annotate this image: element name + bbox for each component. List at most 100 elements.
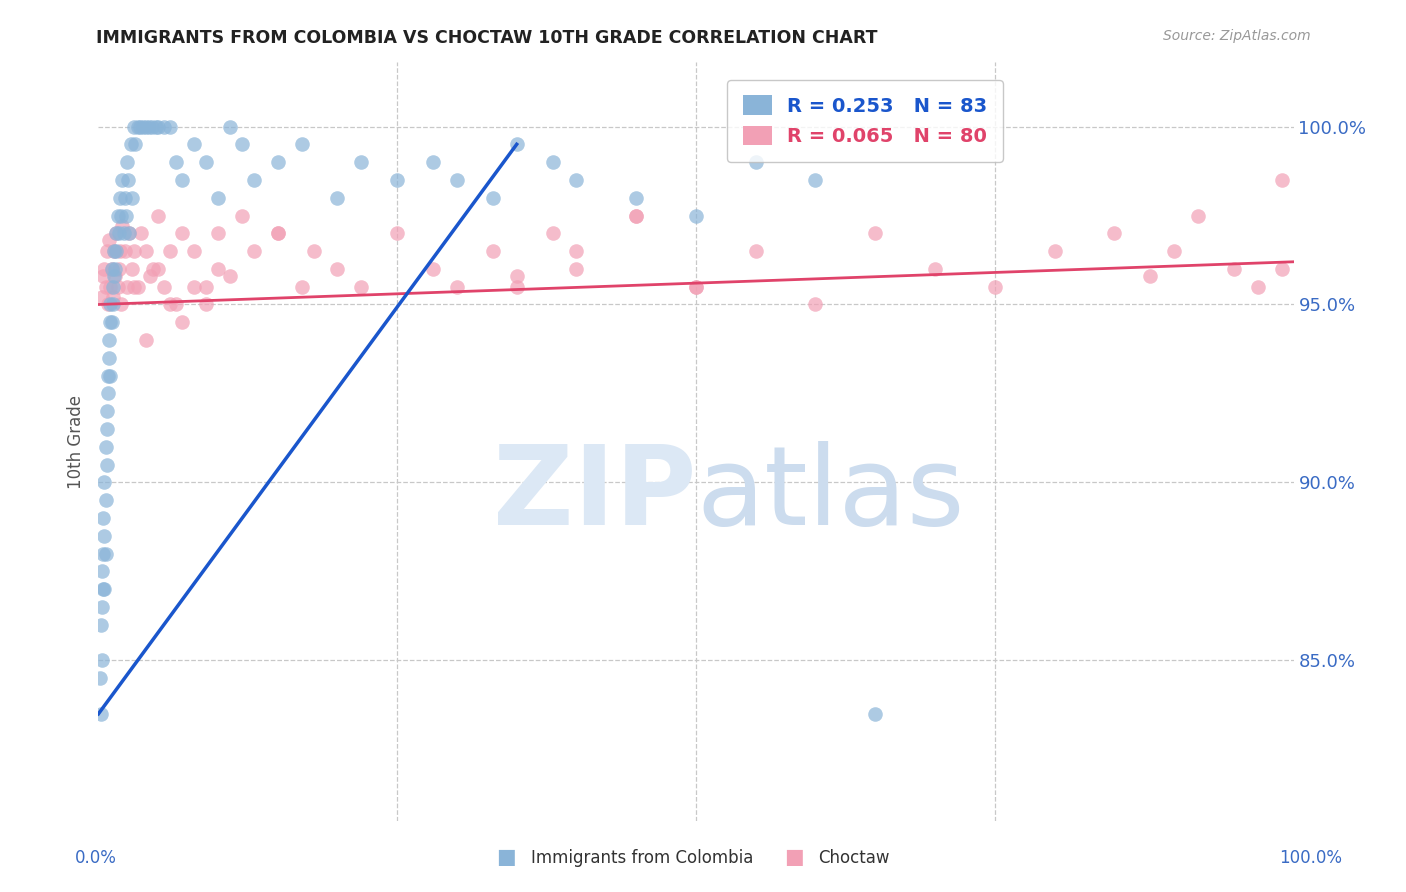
Point xyxy=(481,191,505,205)
Point xyxy=(481,244,505,259)
Point xyxy=(165,155,187,169)
Point xyxy=(159,120,181,134)
Point xyxy=(159,244,181,259)
Point xyxy=(326,261,349,276)
Point xyxy=(112,227,135,241)
Point xyxy=(183,137,205,152)
Point xyxy=(565,244,588,259)
Point xyxy=(138,120,160,134)
Point xyxy=(745,244,768,259)
Text: ■: ■ xyxy=(785,847,804,867)
Point xyxy=(98,315,122,329)
Point xyxy=(541,227,564,241)
Text: Source: ZipAtlas.com: Source: ZipAtlas.com xyxy=(1163,29,1310,43)
Point xyxy=(865,227,887,241)
Point xyxy=(195,155,218,169)
Point xyxy=(984,279,1007,293)
Point xyxy=(94,493,117,508)
Point xyxy=(506,137,529,152)
Point xyxy=(96,244,118,259)
Point xyxy=(98,279,122,293)
Point xyxy=(1187,209,1209,223)
Point xyxy=(91,547,114,561)
Point xyxy=(219,268,242,283)
Point xyxy=(219,120,242,134)
Point xyxy=(153,120,176,134)
Point xyxy=(103,244,125,259)
Point xyxy=(148,209,170,223)
Point xyxy=(91,600,114,615)
Point xyxy=(291,137,314,152)
Point xyxy=(104,261,127,276)
Point xyxy=(127,120,149,134)
Point xyxy=(685,279,707,293)
Point xyxy=(1163,244,1185,259)
Point xyxy=(124,244,146,259)
Text: 100.0%: 100.0% xyxy=(1279,849,1341,867)
Point xyxy=(172,227,194,241)
Point xyxy=(104,268,127,283)
Point xyxy=(108,244,131,259)
Point xyxy=(326,191,349,205)
Point xyxy=(302,244,325,259)
Point xyxy=(231,209,253,223)
Point xyxy=(541,155,564,169)
Point xyxy=(1104,227,1126,241)
Point xyxy=(172,315,194,329)
Point xyxy=(89,671,111,685)
Text: 0.0%: 0.0% xyxy=(75,849,117,867)
Point xyxy=(685,209,707,223)
Point xyxy=(91,653,114,667)
Point xyxy=(91,268,114,283)
Point xyxy=(267,227,290,241)
Point xyxy=(159,297,181,311)
Point xyxy=(96,422,118,436)
Point xyxy=(1247,279,1270,293)
Point xyxy=(350,279,373,293)
Point xyxy=(107,261,129,276)
Point xyxy=(105,227,128,241)
Point xyxy=(804,297,827,311)
Point xyxy=(111,219,134,234)
Point xyxy=(142,261,165,276)
Point xyxy=(195,279,218,293)
Point xyxy=(148,120,170,134)
Point xyxy=(91,565,114,579)
Point xyxy=(107,227,129,241)
Text: ZIP: ZIP xyxy=(492,442,696,548)
Point xyxy=(97,368,120,383)
Point xyxy=(231,137,253,152)
Point xyxy=(93,261,115,276)
Point xyxy=(685,279,707,293)
Point xyxy=(96,458,118,472)
Point xyxy=(1043,244,1066,259)
Point xyxy=(105,227,128,241)
Point xyxy=(141,120,163,134)
Point xyxy=(93,475,115,490)
Point xyxy=(139,268,162,283)
Point xyxy=(93,582,115,597)
Point xyxy=(267,227,290,241)
Point xyxy=(1139,268,1161,283)
Point xyxy=(1271,261,1294,276)
Point xyxy=(98,351,121,365)
Point xyxy=(131,120,153,134)
Point xyxy=(115,279,138,293)
Point xyxy=(97,297,120,311)
Point xyxy=(127,279,149,293)
Point xyxy=(565,261,588,276)
Point xyxy=(804,173,827,187)
Point xyxy=(183,244,205,259)
Point xyxy=(91,511,114,525)
Point xyxy=(103,244,125,259)
Point xyxy=(124,120,146,134)
Point xyxy=(422,261,444,276)
Text: Immigrants from Colombia: Immigrants from Colombia xyxy=(531,849,754,867)
Point xyxy=(385,227,409,241)
Point xyxy=(195,297,218,311)
Text: atlas: atlas xyxy=(696,442,965,548)
Point xyxy=(118,227,141,241)
Point xyxy=(131,227,153,241)
Point xyxy=(100,315,122,329)
Point xyxy=(98,297,122,311)
